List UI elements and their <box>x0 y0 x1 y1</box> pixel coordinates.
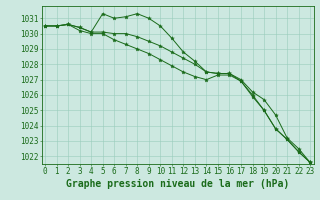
X-axis label: Graphe pression niveau de la mer (hPa): Graphe pression niveau de la mer (hPa) <box>66 179 289 189</box>
